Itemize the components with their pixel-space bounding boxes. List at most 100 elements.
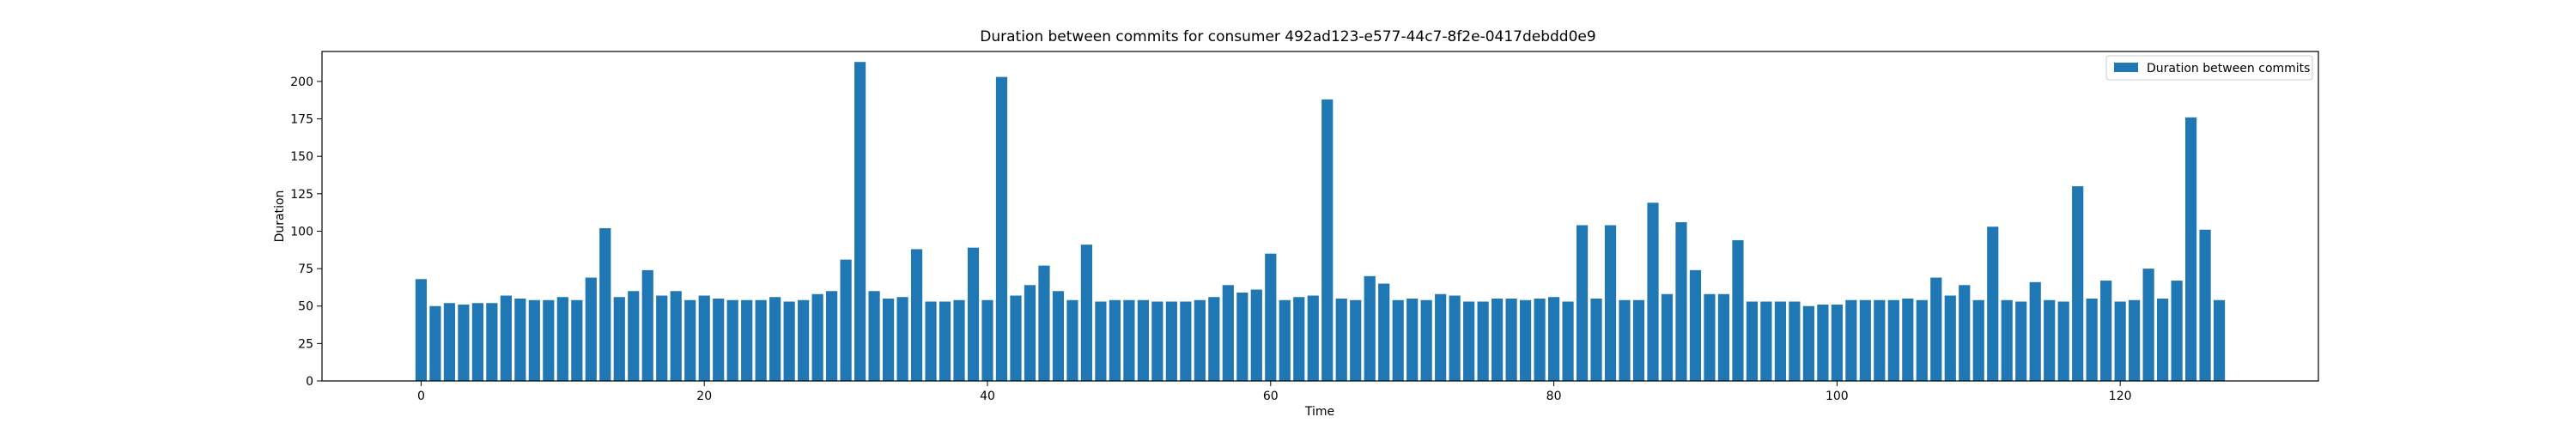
- bar: [783, 301, 795, 381]
- bar: [1632, 299, 1645, 381]
- bar: [1675, 221, 1687, 381]
- bar: [2029, 281, 2041, 381]
- y-tick-label: 75: [298, 263, 313, 276]
- bar: [543, 299, 555, 381]
- bar: [953, 299, 965, 381]
- legend-label: Duration between commits: [2147, 62, 2310, 76]
- bar: [741, 299, 753, 381]
- bar: [882, 299, 895, 381]
- chart-title: Duration between commits for consumer 49…: [980, 28, 1595, 45]
- legend-swatch: [2114, 63, 2138, 72]
- bar: [1265, 253, 1277, 381]
- bar: [1902, 299, 1914, 381]
- bar: [925, 301, 937, 381]
- bar: [585, 277, 597, 381]
- y-axis-title: Duration: [273, 190, 287, 243]
- bar: [1746, 301, 1759, 381]
- bar: [458, 304, 470, 381]
- legend: Duration between commits: [2105, 55, 2313, 81]
- bar: [599, 227, 611, 381]
- bar: [1704, 293, 1716, 381]
- bar: [1180, 301, 1192, 381]
- x-tick-label: 20: [696, 390, 712, 403]
- bar: [1802, 305, 1814, 381]
- bar: [1024, 285, 1036, 381]
- bar: [2142, 269, 2154, 381]
- bar: [1010, 295, 1022, 381]
- plot-frame: [321, 51, 2319, 382]
- y-tick-label: 175: [290, 113, 313, 127]
- bar: [1619, 299, 1631, 381]
- bar: [1717, 293, 1730, 381]
- bar: [726, 299, 738, 381]
- bar: [2213, 299, 2226, 381]
- bar: [528, 299, 540, 381]
- bar: [981, 299, 993, 381]
- bar: [1590, 299, 1602, 381]
- bar: [1066, 299, 1078, 381]
- x-tick-label: 60: [1263, 390, 1279, 403]
- bar: [1435, 293, 1447, 381]
- bar: [1463, 301, 1475, 381]
- bar: [1123, 299, 1135, 381]
- bar: [1378, 283, 1390, 381]
- bar: [2157, 299, 2169, 381]
- bar: [641, 269, 653, 381]
- y-tick-label: 125: [290, 188, 313, 202]
- bar: [1760, 301, 1772, 381]
- bar: [1972, 299, 1984, 381]
- bar: [1547, 297, 1560, 381]
- bar: [1080, 245, 1093, 381]
- x-tick-label: 100: [1826, 390, 1849, 403]
- bar: [2072, 186, 2084, 381]
- bar: [1364, 275, 1376, 381]
- bar: [2100, 281, 2112, 381]
- x-tick-label: 0: [417, 390, 425, 403]
- bar: [698, 295, 710, 381]
- bar: [1477, 301, 1489, 381]
- bar: [1505, 299, 1517, 381]
- bar: [684, 299, 696, 381]
- y-tick-label: 200: [290, 76, 313, 89]
- bar: [1874, 299, 1886, 381]
- bar: [2057, 301, 2069, 381]
- bar: [500, 295, 512, 381]
- bar: [1165, 301, 1177, 381]
- x-tick-label: 120: [2109, 390, 2132, 403]
- bar: [1420, 299, 1432, 381]
- y-tick-label: 25: [298, 337, 313, 351]
- bar: [1208, 297, 1220, 381]
- bar: [995, 76, 1008, 382]
- bar: [755, 299, 767, 381]
- bar: [1859, 299, 1871, 381]
- bar: [1845, 299, 1857, 381]
- bar: [1293, 297, 1305, 381]
- bar: [854, 62, 866, 381]
- bar: [656, 295, 668, 381]
- bar: [2044, 299, 2056, 381]
- bar: [1647, 202, 1659, 381]
- bar: [2185, 117, 2197, 382]
- bar: [1406, 299, 1419, 381]
- bar: [1817, 304, 1829, 381]
- bar: [1534, 299, 1546, 381]
- bar: [1392, 299, 1404, 381]
- bar: [1916, 299, 1928, 381]
- bar: [1250, 289, 1262, 381]
- bar: [1887, 299, 1899, 381]
- bar: [1222, 285, 1234, 381]
- bar: [514, 299, 526, 381]
- bar: [443, 303, 455, 381]
- bar: [1194, 299, 1206, 381]
- bar: [1095, 301, 1107, 381]
- bar: [798, 299, 810, 381]
- bar: [2015, 301, 2027, 381]
- bar: [769, 297, 781, 381]
- bar: [1109, 299, 1121, 381]
- bar: [2171, 281, 2183, 381]
- bar: [2114, 301, 2126, 381]
- bar: [1562, 301, 1574, 381]
- bar: [811, 293, 823, 381]
- bar: [1774, 301, 1786, 381]
- bar: [670, 291, 682, 381]
